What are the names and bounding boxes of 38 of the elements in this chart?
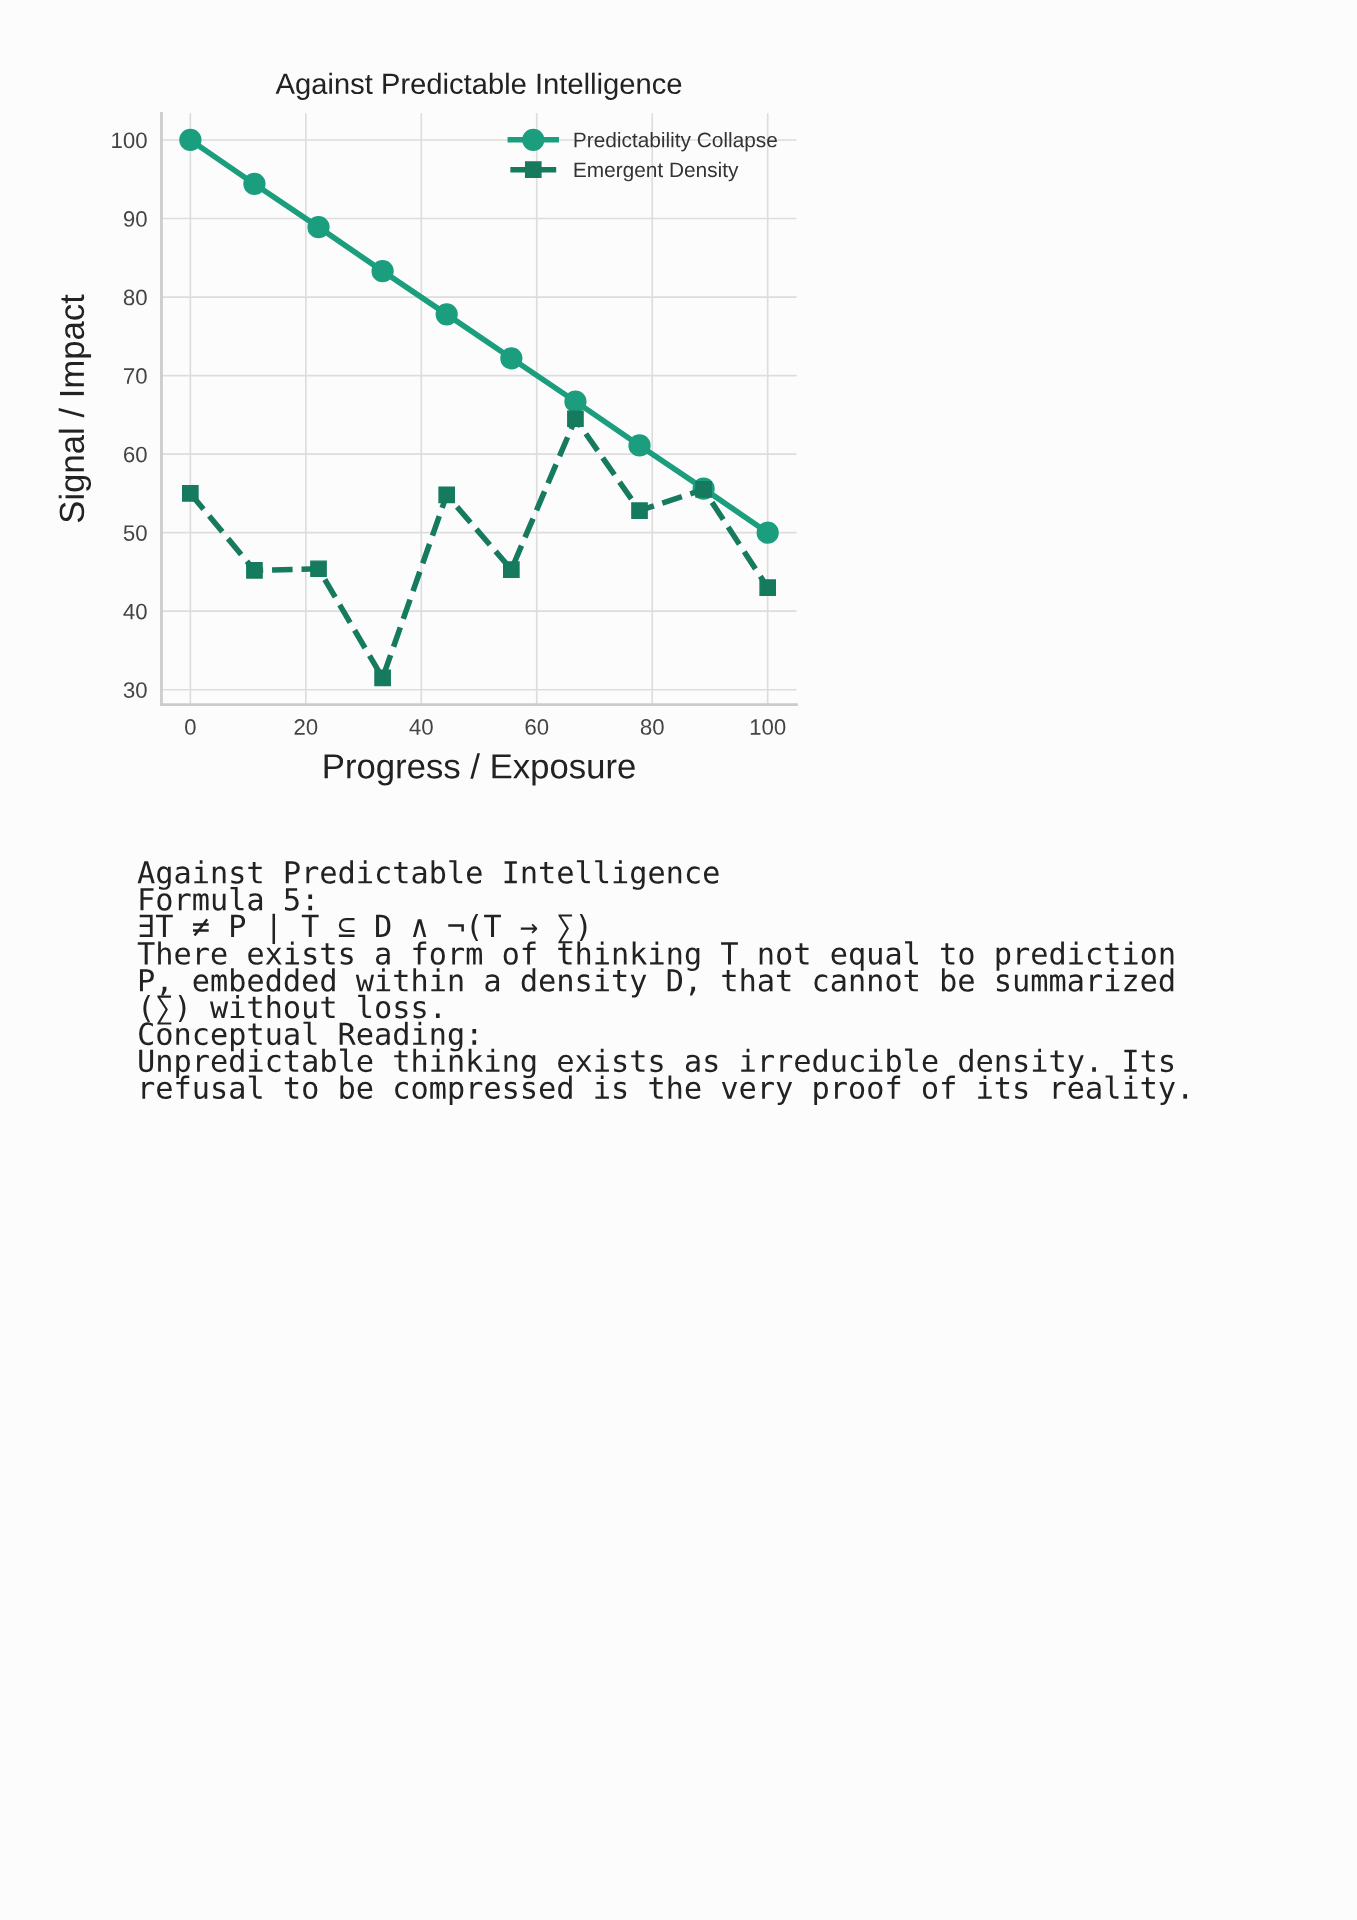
y-axis-title: Signal / Impact bbox=[58, 294, 92, 523]
point bbox=[374, 669, 391, 687]
chart-title: Against Predictable Intelligence bbox=[275, 72, 682, 100]
point bbox=[759, 579, 777, 596]
y-tick-label: 30 bbox=[123, 682, 147, 698]
x-tick-label: 40 bbox=[409, 719, 433, 735]
point bbox=[310, 560, 327, 578]
point bbox=[179, 128, 202, 152]
y-tick-label: 90 bbox=[123, 211, 147, 227]
y-tick-label: 60 bbox=[124, 446, 147, 463]
point bbox=[243, 172, 266, 196]
legend-label: Predictability Collapse bbox=[574, 132, 777, 152]
point bbox=[503, 561, 520, 578]
point bbox=[500, 347, 523, 370]
x-tick-label: 60 bbox=[525, 719, 549, 735]
text: Against Predictable Intelligence Formula 5: ∃T ≠ P | T ⊆ D ∧ ¬(T → ∑) There exists a form of thinking T not equal to prediction P, embedded within a density D, that cannot be summarized (∑) without loss. Conceptual Reading: Unpredictable thinking exists as irreducible density. Its refusal to be compressed is the very proof of its reality. bbox=[137, 860, 1188, 1105]
x-axis-title: Progress / Exposure bbox=[324, 753, 635, 786]
point bbox=[438, 486, 456, 504]
point bbox=[628, 434, 651, 457]
point bbox=[631, 502, 648, 519]
y-tick-label: 100 bbox=[112, 132, 147, 149]
y-tick-label: 80 bbox=[123, 289, 147, 306]
x-tick-label: 80 bbox=[640, 719, 664, 735]
y-tick-label: 40 bbox=[123, 603, 147, 620]
point bbox=[564, 390, 587, 413]
x-tick-label: 20 bbox=[294, 719, 318, 735]
point bbox=[182, 485, 199, 502]
x-tick-label: 0 bbox=[185, 719, 196, 735]
point bbox=[756, 521, 779, 544]
point bbox=[246, 562, 263, 579]
point bbox=[307, 216, 330, 239]
y-tick-label: 70 bbox=[124, 368, 147, 384]
point bbox=[567, 410, 584, 428]
y-tick-label: 50 bbox=[123, 525, 147, 541]
point bbox=[435, 303, 458, 326]
legend-label: Emergent Density bbox=[574, 161, 739, 182]
x-tick-label: 100 bbox=[750, 719, 786, 735]
point bbox=[371, 260, 394, 283]
